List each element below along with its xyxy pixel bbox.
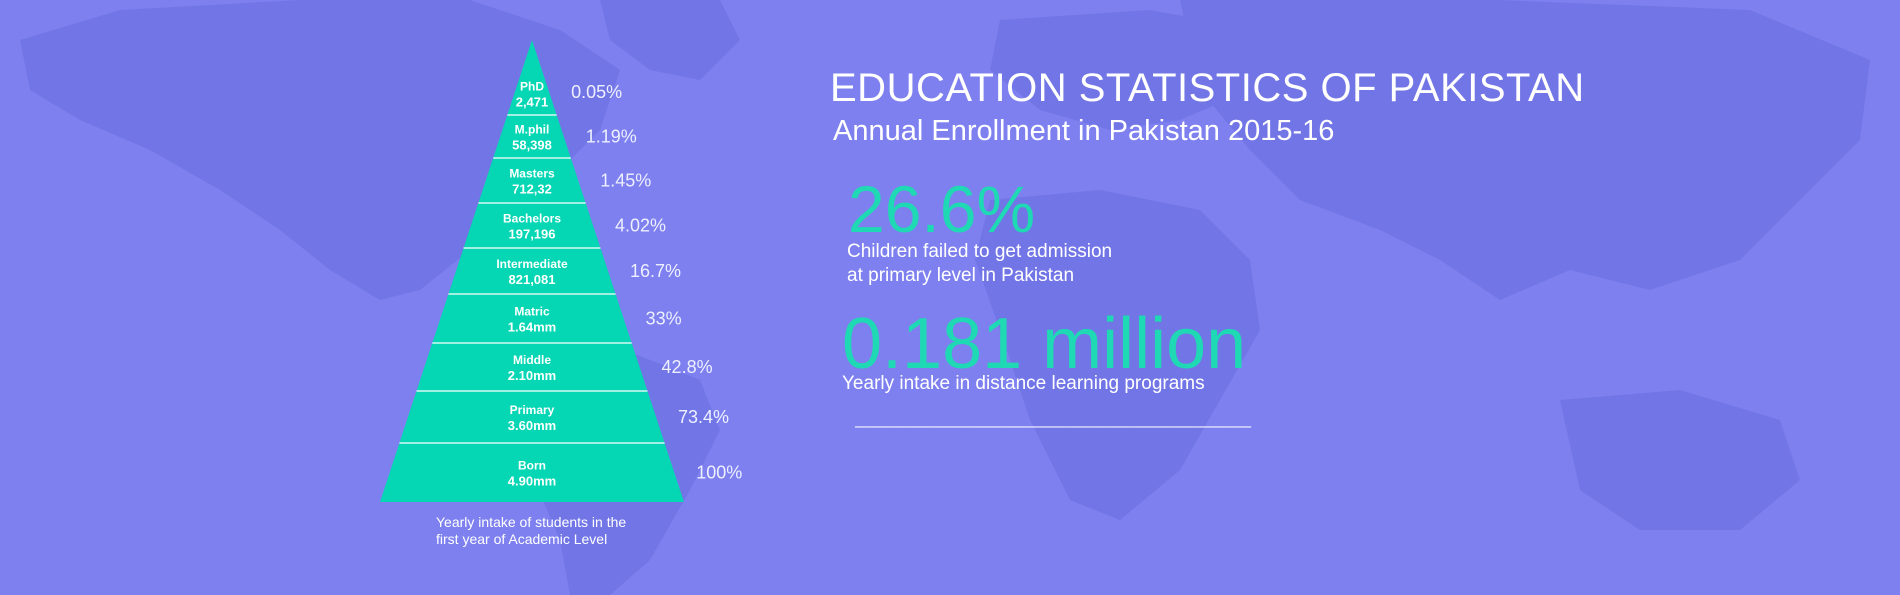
page-subtitle: Annual Enrollment in Pakistan 2015-16 xyxy=(833,115,1335,147)
divider-line: ______________________________ xyxy=(855,407,1252,432)
africa-shape xyxy=(975,190,1260,520)
stat-admission-failure-value: 26.6% xyxy=(848,172,1036,246)
pyramid-level-value: 4.90mm xyxy=(508,474,556,489)
pyramid-caption: Yearly intake of students in the first y… xyxy=(436,514,676,548)
pyramid-level-value: 197,196 xyxy=(509,227,556,242)
pyramid-level-value: 2,471 xyxy=(516,95,549,110)
pyramid-level-percent: 42.8% xyxy=(662,357,713,377)
pyramid-level-percent: 4.02% xyxy=(615,216,666,236)
pyramid-level-name: Born xyxy=(518,459,546,473)
pyramid-level-percent: 100% xyxy=(696,463,742,483)
pyramid-level-percent: 33% xyxy=(646,309,682,329)
pyramid-level-value: 2.10mm xyxy=(508,368,556,383)
pyramid-level-value: 1.64mm xyxy=(508,320,556,335)
pyramid-level-value: 712,32 xyxy=(512,182,552,197)
pyramid-shape xyxy=(380,40,684,502)
pyramid-level-value: 58,398 xyxy=(512,138,552,153)
pyramid-level-name: PhD xyxy=(520,80,544,94)
pyramid-level-name: Intermediate xyxy=(496,257,568,271)
pyramid-level-percent: 1.19% xyxy=(586,127,637,147)
page-title: EDUCATION STATISTICS OF PAKISTAN xyxy=(830,66,1585,110)
stat-distance-learning-value: 0.181 million xyxy=(842,304,1247,384)
pyramid-level-percent: 16.7% xyxy=(630,261,681,281)
pyramid-level-value: 3.60mm xyxy=(508,418,556,433)
pyramid-level-name: Matric xyxy=(514,305,550,319)
pyramid-level-percent: 73.4% xyxy=(678,407,729,427)
pyramid-level-name: Masters xyxy=(509,167,555,181)
pyramid-level-name: Primary xyxy=(510,403,555,417)
oceania-shape xyxy=(1560,390,1800,530)
north-america-shape xyxy=(20,0,620,300)
stat-distance-learning-description: Yearly intake in distance learning progr… xyxy=(842,373,1205,394)
pyramid-caption-line-2: first year of Academic Level xyxy=(436,531,608,547)
stat-admission-failure-line-1: Children failed to get admission xyxy=(847,241,1113,262)
greenland-shape xyxy=(600,0,740,80)
pyramid-caption-line-1: Yearly intake of students in the xyxy=(436,514,627,530)
pyramid-level-percent: 1.45% xyxy=(600,171,651,191)
pyramid-level-name: M.phil xyxy=(515,123,550,137)
pyramid-level-value: 821,081 xyxy=(509,272,556,287)
stat-admission-failure-description: Children failed to get admission at prim… xyxy=(847,240,1112,288)
pyramid-level-percent: 0.05% xyxy=(571,82,622,102)
pyramid-level-name: Middle xyxy=(513,353,551,367)
stat-admission-failure-line-2: at primary level in Pakistan xyxy=(847,265,1075,286)
asia-shape xyxy=(1180,0,1870,300)
pyramid-level-name: Bachelors xyxy=(503,212,561,226)
